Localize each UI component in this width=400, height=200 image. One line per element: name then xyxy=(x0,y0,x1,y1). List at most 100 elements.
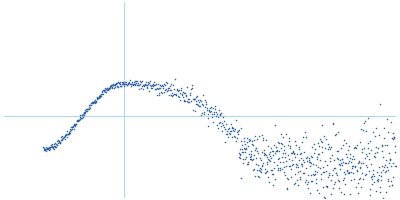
Point xyxy=(318,177,324,180)
Point xyxy=(304,173,311,176)
Point xyxy=(390,137,397,140)
Point xyxy=(68,128,74,131)
Point xyxy=(86,103,92,106)
Point xyxy=(142,84,148,87)
Point xyxy=(71,124,77,127)
Point xyxy=(298,162,304,165)
Point xyxy=(140,83,146,87)
Point xyxy=(162,80,169,83)
Point xyxy=(382,163,388,166)
Point xyxy=(77,114,83,117)
Point xyxy=(80,115,86,119)
Point xyxy=(178,88,184,91)
Point xyxy=(211,110,218,113)
Point xyxy=(45,147,51,150)
Point xyxy=(374,170,381,173)
Point xyxy=(193,96,200,99)
Point xyxy=(182,91,188,94)
Point xyxy=(334,150,340,153)
Point xyxy=(202,105,208,108)
Point xyxy=(361,120,368,123)
Point xyxy=(275,169,281,172)
Point xyxy=(65,132,71,136)
Point xyxy=(341,193,348,196)
Point xyxy=(265,144,271,147)
Point xyxy=(229,135,236,139)
Point xyxy=(112,84,119,87)
Point xyxy=(372,152,378,155)
Point xyxy=(108,84,114,87)
Point xyxy=(86,106,93,109)
Point xyxy=(62,134,68,137)
Point xyxy=(237,147,243,150)
Point xyxy=(284,177,290,180)
Point xyxy=(206,110,213,113)
Point xyxy=(238,150,245,153)
Point xyxy=(368,176,375,179)
Point xyxy=(163,87,170,90)
Point xyxy=(190,98,197,101)
Point xyxy=(240,158,246,161)
Point xyxy=(213,110,219,113)
Point xyxy=(373,179,380,182)
Point xyxy=(69,127,75,130)
Point xyxy=(64,136,70,139)
Point xyxy=(189,87,195,90)
Point xyxy=(252,174,258,178)
Point xyxy=(303,166,310,169)
Point xyxy=(136,88,142,91)
Point xyxy=(72,123,78,126)
Point xyxy=(289,158,296,162)
Point xyxy=(358,150,365,153)
Point xyxy=(316,167,323,170)
Point xyxy=(325,148,331,151)
Point xyxy=(82,109,88,112)
Point xyxy=(301,130,308,133)
Point xyxy=(366,157,372,160)
Point xyxy=(173,93,180,96)
Point xyxy=(350,171,356,174)
Point xyxy=(248,152,254,155)
Point xyxy=(348,166,355,170)
Point xyxy=(94,97,100,101)
Point xyxy=(120,80,126,83)
Point xyxy=(160,85,166,88)
Point xyxy=(138,86,144,89)
Point xyxy=(309,156,316,159)
Point xyxy=(374,151,380,154)
Point xyxy=(156,92,162,95)
Point xyxy=(266,181,272,184)
Point xyxy=(92,101,98,104)
Point xyxy=(122,82,128,86)
Point xyxy=(292,165,299,168)
Point xyxy=(298,152,305,155)
Point xyxy=(286,157,293,160)
Point xyxy=(118,82,125,86)
Point xyxy=(88,102,95,105)
Point xyxy=(355,192,362,195)
Point xyxy=(285,139,292,143)
Point xyxy=(173,92,179,95)
Point xyxy=(201,112,207,115)
Point xyxy=(147,80,154,83)
Point xyxy=(41,147,48,150)
Point xyxy=(249,142,255,145)
Point xyxy=(63,132,69,135)
Point xyxy=(51,144,58,147)
Point xyxy=(122,81,129,84)
Point xyxy=(247,155,253,158)
Point xyxy=(307,179,314,182)
Point xyxy=(269,172,275,175)
Point xyxy=(383,169,389,172)
Point xyxy=(59,138,65,141)
Point xyxy=(154,87,160,90)
Point xyxy=(288,152,294,155)
Point xyxy=(347,192,353,195)
Point xyxy=(240,140,247,143)
Point xyxy=(381,166,388,169)
Point xyxy=(282,174,288,177)
Point xyxy=(271,167,277,170)
Point xyxy=(143,81,149,84)
Point xyxy=(124,83,130,86)
Point xyxy=(57,142,63,145)
